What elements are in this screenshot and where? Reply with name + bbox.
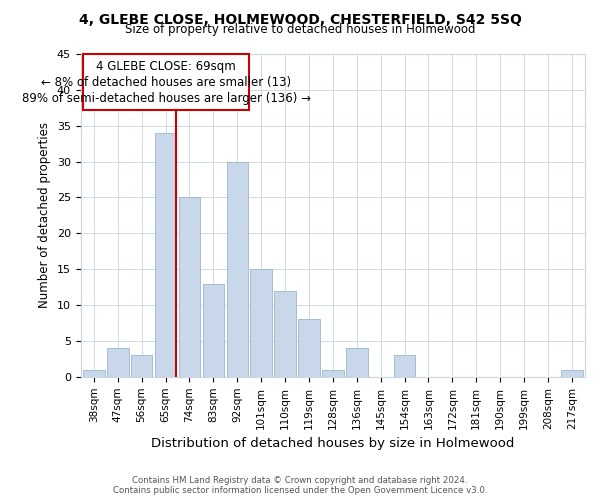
Bar <box>322 370 344 377</box>
Bar <box>107 348 128 377</box>
Bar <box>179 198 200 377</box>
Bar <box>561 370 583 377</box>
Bar <box>83 370 104 377</box>
Bar <box>298 320 320 377</box>
Bar <box>394 356 415 377</box>
Bar <box>203 284 224 377</box>
Bar <box>227 162 248 377</box>
Text: 4, GLEBE CLOSE, HOLMEWOOD, CHESTERFIELD, S42 5SQ: 4, GLEBE CLOSE, HOLMEWOOD, CHESTERFIELD,… <box>79 12 521 26</box>
Bar <box>155 133 176 377</box>
Text: 89% of semi-detached houses are larger (136) →: 89% of semi-detached houses are larger (… <box>22 92 311 105</box>
X-axis label: Distribution of detached houses by size in Holmewood: Distribution of detached houses by size … <box>151 437 515 450</box>
Bar <box>274 290 296 377</box>
Text: Contains HM Land Registry data © Crown copyright and database right 2024.
Contai: Contains HM Land Registry data © Crown c… <box>113 476 487 495</box>
FancyBboxPatch shape <box>83 54 249 110</box>
Bar <box>346 348 368 377</box>
Text: ← 8% of detached houses are smaller (13): ← 8% of detached houses are smaller (13) <box>41 76 291 89</box>
Bar <box>250 269 272 377</box>
Y-axis label: Number of detached properties: Number of detached properties <box>38 122 52 308</box>
Text: 4 GLEBE CLOSE: 69sqm: 4 GLEBE CLOSE: 69sqm <box>96 60 236 74</box>
Text: Size of property relative to detached houses in Holmewood: Size of property relative to detached ho… <box>125 22 475 36</box>
Bar <box>131 356 152 377</box>
